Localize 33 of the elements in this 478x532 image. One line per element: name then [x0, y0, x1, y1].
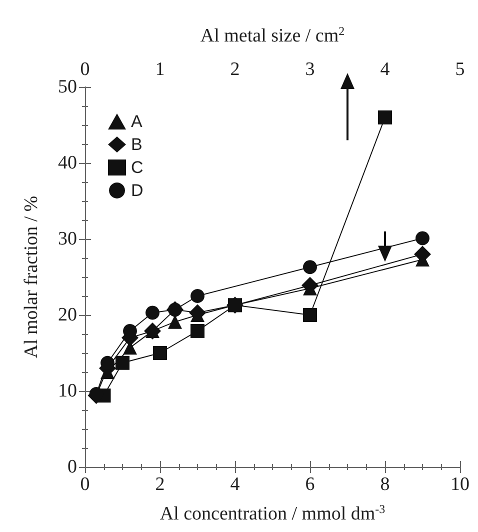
x2-tick-label: 4 — [380, 59, 390, 80]
point — [303, 260, 317, 274]
x2-tick-label: 0 — [80, 59, 90, 80]
point — [190, 324, 204, 338]
y-axis-title: Al molar fraction / % — [21, 196, 42, 358]
legend-label: D — [131, 181, 144, 200]
point — [416, 231, 430, 246]
legend-label: C — [131, 158, 144, 177]
y-tick-label: 30 — [58, 228, 77, 250]
x-tick-label: 2 — [155, 474, 165, 495]
point — [228, 298, 242, 312]
y-tick-label: 40 — [58, 152, 77, 174]
x2-tick-label: 5 — [455, 59, 465, 80]
x2-tick-label: 2 — [230, 59, 240, 80]
y-tick-label: 20 — [58, 304, 77, 326]
point — [190, 289, 204, 303]
x2-tick-label: 1 — [155, 59, 165, 80]
y-tick-label: 10 — [58, 380, 77, 402]
legend-label: B — [131, 135, 142, 154]
point — [378, 110, 392, 124]
x2-tick-label: 3 — [305, 59, 315, 80]
x-tick-label: 6 — [305, 474, 315, 495]
point — [303, 308, 317, 322]
x-tick-label: 10 — [450, 474, 470, 495]
y-tick-label: 0 — [68, 456, 77, 478]
point — [153, 346, 167, 360]
point — [116, 356, 130, 370]
x-tick-label: 0 — [80, 474, 90, 495]
y-tick-label: 50 — [58, 76, 77, 98]
x-tick-label: 8 — [380, 474, 390, 495]
point — [146, 306, 160, 320]
x-tick-label: 4 — [230, 474, 240, 495]
legend-label: A — [131, 112, 143, 131]
